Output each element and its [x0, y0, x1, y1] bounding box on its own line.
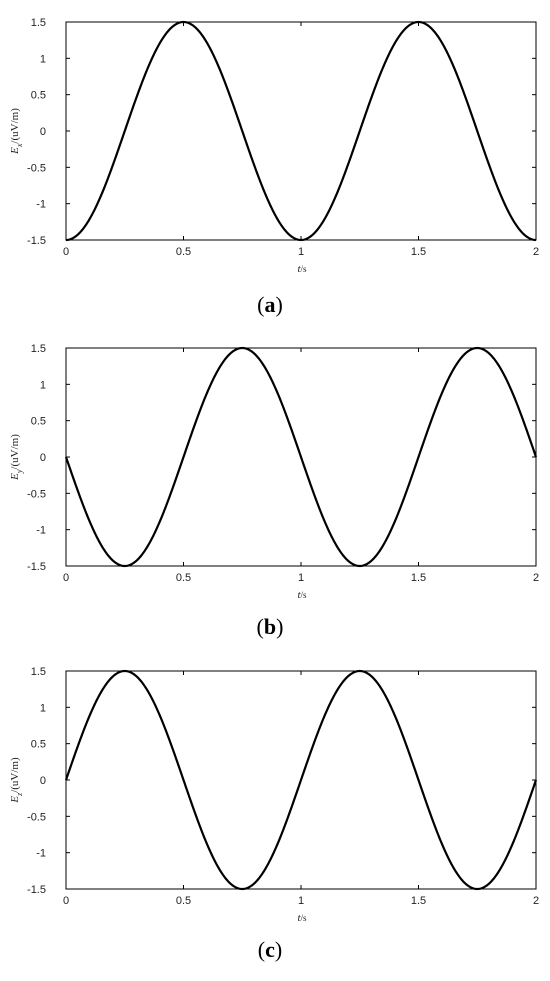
- y-tick-label: -1: [36, 199, 46, 211]
- x-tick-label: 1.5: [411, 572, 426, 584]
- y-tick-label: 1.5: [31, 17, 46, 29]
- y-tick-label: 1.5: [31, 343, 46, 355]
- y-tick-label: 0: [40, 775, 46, 787]
- x-tick-label: 2: [533, 246, 539, 258]
- x-axis-label-unit: /s: [301, 913, 308, 923]
- y-axis-label: Ey/(uV/m): [9, 434, 24, 481]
- x-axis-label-var: t: [297, 263, 301, 275]
- y-axis-label: Ex/(uV/m): [9, 108, 24, 155]
- series-line: [65, 20, 537, 242]
- y-tick-label: 1.5: [31, 666, 46, 678]
- chart-panel-c: 0 0.5 1 1.5 2 -1.5 -1 -0.5 0 0.5 1 1.5 t/s Ez/(uV/m) (…: [9, 666, 539, 962]
- y-tick-label: -1: [36, 525, 46, 537]
- y-tick-label: 1: [40, 702, 46, 714]
- x-tick-label: 2: [533, 572, 539, 584]
- x-tick-label: 1: [298, 895, 304, 907]
- panel-caption-close: ): [276, 292, 283, 317]
- x-axis-label-var: t: [297, 589, 301, 601]
- y-tick-label: -1.5: [27, 561, 46, 573]
- y-axis-label-sub: y: [15, 469, 24, 474]
- x-axis-label: t/s: [297, 263, 307, 275]
- y-tick-label: -1: [36, 848, 46, 860]
- chart-panel-a: 0 0.5 1 1.5 2 -1.5 -1 -0.5 0 0.5 1 1.5 t/s Ex/(uV/m) (…: [9, 17, 539, 317]
- y-axis-label-unit: /(uV/m): [9, 434, 21, 470]
- x-tick-label: 0.5: [176, 895, 191, 907]
- y-tick-label: 0.5: [31, 739, 46, 751]
- x-axis-label-unit: /s: [301, 264, 308, 274]
- x-tick-label: 2: [533, 895, 539, 907]
- y-tick-label: -0.5: [27, 488, 46, 500]
- x-tick-label: 0.5: [176, 246, 191, 258]
- y-axis-label-unit: /(uV/m): [9, 757, 21, 793]
- y-tick-label: -1.5: [27, 884, 46, 896]
- y-tick-label: -0.5: [27, 811, 46, 823]
- panel-caption-close: ): [276, 614, 283, 639]
- y-tick-label: 0: [40, 452, 46, 464]
- panel-caption-letter: c: [265, 937, 275, 962]
- x-tick-label: 1: [298, 246, 304, 258]
- panel-caption-open: (: [258, 937, 265, 962]
- x-tick-label: 0: [63, 246, 69, 258]
- y-axis-label-var: E: [9, 796, 21, 804]
- y-axis-label-sub: z: [15, 792, 24, 797]
- x-tick-label: 1.5: [411, 895, 426, 907]
- x-axis-label: t/s: [297, 912, 307, 924]
- x-axis-label-unit: /s: [301, 590, 308, 600]
- x-tick-label: 0.5: [176, 572, 191, 584]
- x-tick-label: 0: [63, 572, 69, 584]
- x-tick-label: 0: [63, 895, 69, 907]
- panel-caption-close: ): [275, 937, 282, 962]
- y-tick-label: 0.5: [31, 90, 46, 102]
- y-tick-label: 1: [40, 379, 46, 391]
- y-tick-label: -1.5: [27, 235, 46, 247]
- series-line: [64, 669, 538, 891]
- x-axis-label-var: t: [297, 912, 301, 924]
- x-tick-label: 1.5: [411, 246, 426, 258]
- panel-caption-letter: b: [264, 614, 276, 639]
- y-tick-label: 1: [40, 53, 46, 65]
- y-tick-label: 0: [40, 126, 46, 138]
- panel-caption-letter: a: [265, 292, 276, 317]
- series-line: [64, 346, 538, 568]
- chart-panel-b: 0 0.5 1 1.5 2 -1.5 -1 -0.5 0 0.5 1 1.5 t/s Ey/(uV/m) (…: [9, 343, 539, 639]
- x-axis-label: t/s: [297, 589, 307, 601]
- y-axis-label: Ez/(uV/m): [9, 757, 24, 804]
- y-axis-label-var: E: [9, 147, 21, 155]
- x-tick-label: 1: [298, 572, 304, 584]
- panel-caption: (a): [257, 292, 283, 317]
- panel-caption-open: (: [257, 614, 264, 639]
- plot-frame: [65, 21, 537, 241]
- panel-caption: (b): [257, 614, 284, 639]
- panel-caption: (c): [258, 937, 282, 962]
- y-axis-label-unit: /(uV/m): [9, 108, 21, 144]
- y-axis-label-var: E: [9, 473, 21, 481]
- y-tick-label: 0.5: [31, 416, 46, 428]
- y-tick-label: -0.5: [27, 162, 46, 174]
- panel-caption-open: (: [257, 292, 264, 317]
- y-axis-label-sub: x: [15, 143, 24, 148]
